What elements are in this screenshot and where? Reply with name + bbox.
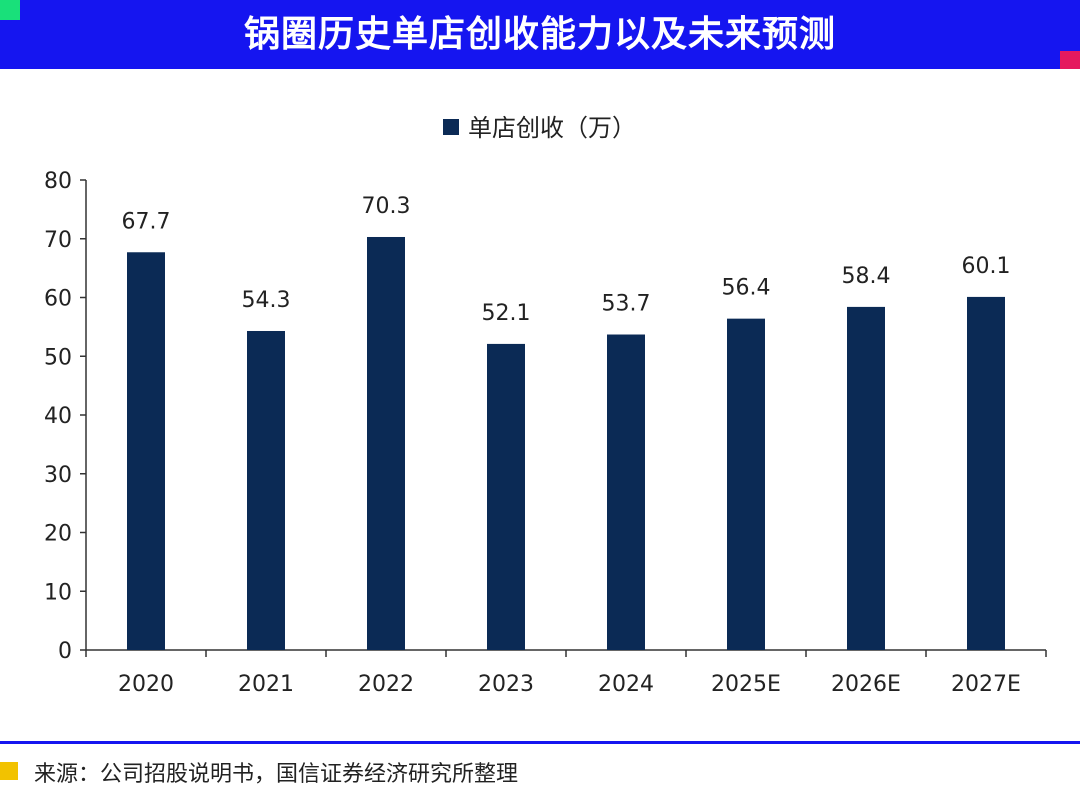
legend-swatch [443,119,459,135]
bar-2023 [487,343,525,650]
y-tick-label: 10 [44,580,72,605]
data-label-2025E: 56.4 [722,276,771,301]
data-label-2023: 52.1 [482,301,531,326]
y-tick-label: 30 [44,463,72,488]
legend-label: 单店创收（万） [468,114,636,142]
y-tick-label: 20 [44,522,72,547]
bar-2020 [127,252,165,650]
footer-divider [0,741,1080,744]
data-label-2022: 70.3 [362,194,411,219]
data-label-2024: 53.7 [602,292,651,317]
y-tick-label: 50 [44,345,72,370]
bar-2022 [367,236,405,651]
data-label-2020: 67.7 [122,209,171,234]
bar-2027E [967,296,1005,650]
x-tick-label-2023: 2023 [478,672,534,697]
x-tick-label-2026E: 2026E [831,672,901,697]
bar-2024 [607,334,645,650]
x-tick-label-2027E: 2027E [951,672,1021,697]
x-tick-label-2025E: 2025E [711,672,781,697]
y-tick-label: 70 [44,228,72,253]
data-label-2026E: 58.4 [842,264,891,289]
bar-2025E [727,318,765,650]
bar-2021 [247,330,285,650]
footer-marker [0,762,18,780]
y-tick-label: 80 [44,169,72,194]
page-title: 锅圈历史单店创收能力以及未来预测 [243,14,836,55]
y-tick-label: 40 [44,404,72,429]
x-tick-label-2024: 2024 [598,672,654,697]
y-tick-label: 60 [44,287,72,312]
source-note: 来源：公司招股说明书，国信证券经济研究所整理 [34,762,519,787]
x-tick-label-2021: 2021 [238,672,294,697]
data-label-2027E: 60.1 [962,254,1011,279]
x-tick-label-2020: 2020 [118,672,174,697]
header-accent-green [0,0,20,20]
data-label-2021: 54.3 [242,288,291,313]
header-bar: 锅圈历史单店创收能力以及未来预测 [0,0,1080,69]
bar-chart: 单店创收（万） 0 10 20 30 40 50 60 70 80 67.7 2020 54.3 2021… [44,114,1047,697]
header-accent-red [1060,51,1080,69]
bar-2026E [847,306,885,650]
y-tick-label: 0 [58,639,72,664]
x-tick-label-2022: 2022 [358,672,414,697]
